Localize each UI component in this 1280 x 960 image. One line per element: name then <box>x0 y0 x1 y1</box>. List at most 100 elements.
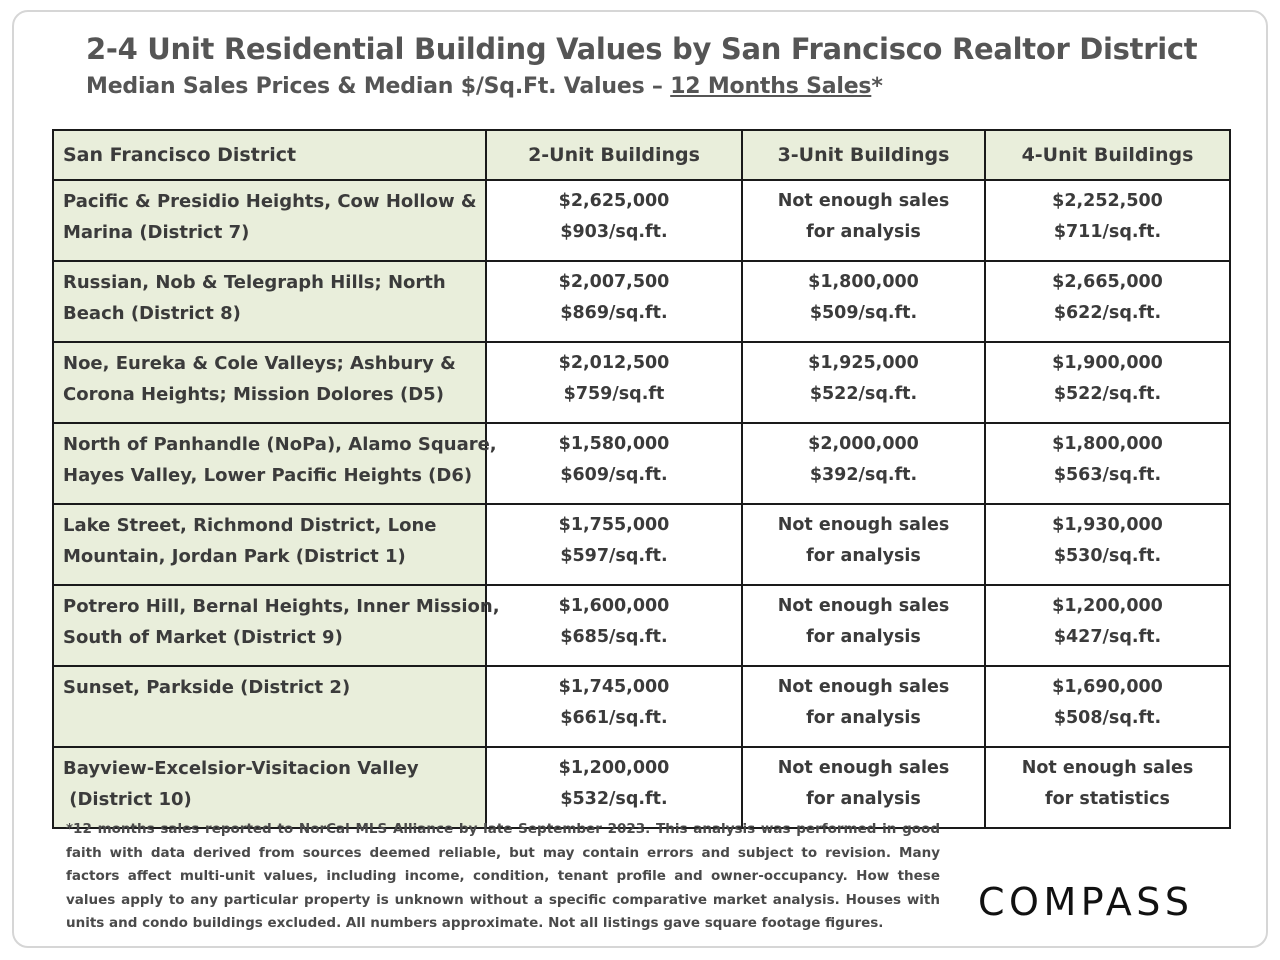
two-unit-cell-line: $2,625,000 <box>558 191 670 211</box>
two-unit-cell-line: $597/sq.ft. <box>560 546 668 566</box>
four-unit-cell-line: $563/sq.ft. <box>1053 465 1162 485</box>
three-unit-cell: Not enough sales for analysis <box>741 584 986 667</box>
two-unit-cell-line: $2,012,500 <box>558 353 670 373</box>
district-cell: North of Panhandle (NoPa), Alamo Square,… <box>52 422 497 505</box>
four-unit-cell-line: $508/sq.ft. <box>1053 708 1162 728</box>
two-unit-cell-line: $1,580,000 <box>558 434 670 454</box>
district-cell-line: North of Panhandle (NoPa), Alamo Square, <box>63 434 497 455</box>
district-cell-line: Marina (District 7) <box>63 222 250 243</box>
four-unit-cell: $1,930,000 $530/sq.ft. <box>984 503 1231 586</box>
table-row: Potrero Hill, Bernal Heights, Inner Miss… <box>52 584 1231 667</box>
three-unit-cell-line: $522/sq.ft. <box>809 384 918 404</box>
four-unit-cell-line: $1,900,000 <box>1052 353 1163 373</box>
four-unit-cell-line: Not enough sales <box>1021 758 1194 778</box>
column-header-2-unit: 2-Unit Buildings <box>485 129 743 181</box>
two-unit-cell-line: $1,745,000 <box>558 677 670 697</box>
three-unit-cell: $2,000,000 $392/sq.ft. <box>741 422 986 505</box>
district-cell-line: (District 10) <box>63 789 192 810</box>
three-unit-cell-line: $1,800,000 <box>808 272 919 292</box>
subtitle-tail: * <box>871 74 883 99</box>
three-unit-cell-line: for analysis <box>806 627 921 647</box>
two-unit-cell-line: $609/sq.ft. <box>560 465 668 485</box>
page-subtitle: Median Sales Prices & Median $/Sq.Ft. Va… <box>86 74 883 99</box>
two-unit-cell: $1,200,000 $532/sq.ft. <box>485 746 743 829</box>
subtitle-underlined: 12 Months Sales <box>670 74 872 99</box>
two-unit-cell-line: $903/sq.ft. <box>560 222 668 242</box>
district-cell-line: South of Market (District 9) <box>63 627 343 648</box>
district-cell-line: Bayview-Excelsior-Visitacion Valley <box>63 758 419 779</box>
three-unit-cell-line: for analysis <box>806 222 921 242</box>
table-row: Bayview-Excelsior-Visitacion Valley (Dis… <box>52 746 1231 829</box>
four-unit-cell-line: $1,930,000 <box>1052 515 1163 535</box>
district-cell: Potrero Hill, Bernal Heights, Inner Miss… <box>52 584 500 667</box>
compass-logo: COMPASS <box>978 876 1218 926</box>
four-unit-cell-line: $522/sq.ft. <box>1053 384 1162 404</box>
two-unit-cell-line: $1,200,000 <box>558 758 670 778</box>
district-cell-line: Pacific & Presidio Heights, Cow Hollow & <box>63 191 477 212</box>
three-unit-cell: Not enough sales for analysis <box>741 179 986 262</box>
two-unit-cell-line: $759/sq.ft <box>563 384 665 404</box>
column-header-district: San Francisco District <box>52 129 487 181</box>
table-row: Noe, Eureka & Cole Valleys; Ashbury & Cor… <box>52 341 1231 424</box>
two-unit-cell-line: $1,600,000 <box>558 596 670 616</box>
four-unit-cell-line: $1,690,000 <box>1052 677 1163 697</box>
four-unit-cell-line: $427/sq.ft. <box>1053 627 1162 647</box>
two-unit-cell-line: $2,007,500 <box>558 272 670 292</box>
four-unit-cell: $1,200,000 $427/sq.ft. <box>984 584 1231 667</box>
three-unit-cell-line: Not enough sales <box>777 596 950 616</box>
table-row: Lake Street, Richmond District, Lone Moun… <box>52 503 1231 586</box>
district-cell-line: Sunset, Parkside (District 2) <box>63 677 351 698</box>
two-unit-cell: $2,012,500 $759/sq.ft <box>485 341 743 424</box>
two-unit-cell-line: $685/sq.ft. <box>560 627 668 647</box>
footnote: *12 months sales reported to NorCal MLS … <box>66 821 940 931</box>
four-unit-cell-line: $530/sq.ft. <box>1053 546 1162 566</box>
two-unit-cell-line: $532/sq.ft. <box>560 789 668 809</box>
values-table: San Francisco District 2-Unit Buildings … <box>52 129 1231 829</box>
three-unit-cell-line: $392/sq.ft. <box>809 465 918 485</box>
three-unit-cell-line: $2,000,000 <box>808 434 919 454</box>
two-unit-cell: $2,007,500 $869/sq.ft. <box>485 260 743 343</box>
four-unit-cell-line: $2,252,500 <box>1052 191 1163 211</box>
page-title: 2-4 Unit Residential Building Values by … <box>86 32 1198 66</box>
two-unit-cell-line: $1,755,000 <box>558 515 670 535</box>
four-unit-cell: $2,665,000 $622/sq.ft. <box>984 260 1231 343</box>
four-unit-cell-line: for statistics <box>1045 789 1170 809</box>
two-unit-cell: $1,580,000 $609/sq.ft. <box>485 422 743 505</box>
table-row: Russian, Nob & Telegraph Hills; North Bea… <box>52 260 1231 343</box>
three-unit-cell-line: Not enough sales <box>777 758 950 778</box>
four-unit-cell: Not enough sales for statistics <box>984 746 1231 829</box>
district-cell-line: Hayes Valley, Lower Pacific Heights (D6) <box>63 465 473 486</box>
district-cell-line: Russian, Nob & Telegraph Hills; North <box>63 272 446 293</box>
compass-logo-graphic: COMPASS <box>978 880 1189 924</box>
district-cell: Noe, Eureka & Cole Valleys; Ashbury & Cor… <box>52 341 487 424</box>
district-cell: Sunset, Parkside (District 2) <box>52 665 487 748</box>
three-unit-cell: $1,800,000 $509/sq.ft. <box>741 260 986 343</box>
district-cell-line: Potrero Hill, Bernal Heights, Inner Miss… <box>63 596 500 617</box>
three-unit-cell: Not enough sales for analysis <box>741 503 986 586</box>
three-unit-cell-line: for analysis <box>806 789 921 809</box>
two-unit-cell-line: $661/sq.ft. <box>560 708 668 728</box>
subtitle-lead: Median Sales Prices & Median $/Sq.Ft. Va… <box>86 74 671 99</box>
three-unit-cell-line: Not enough sales <box>777 677 950 697</box>
four-unit-cell: $2,252,500 $711/sq.ft. <box>984 179 1231 262</box>
two-unit-cell: $1,600,000 $685/sq.ft. <box>485 584 743 667</box>
table-row: Sunset, Parkside (District 2) $1,745,000 $… <box>52 665 1231 748</box>
three-unit-cell: Not enough sales for analysis <box>741 746 986 829</box>
two-unit-cell: $1,755,000 $597/sq.ft. <box>485 503 743 586</box>
column-header-3-unit: 3-Unit Buildings <box>741 129 986 181</box>
two-unit-cell-line: $869/sq.ft. <box>560 303 668 323</box>
four-unit-cell: $1,900,000 $522/sq.ft. <box>984 341 1231 424</box>
two-unit-cell: $2,625,000 $903/sq.ft. <box>485 179 743 262</box>
three-unit-cell-line: for analysis <box>806 546 921 566</box>
four-unit-cell-line: $711/sq.ft. <box>1053 222 1162 242</box>
district-cell: Pacific & Presidio Heights, Cow Hollow &… <box>52 179 487 262</box>
column-header-4-unit: 4-Unit Buildings <box>984 129 1231 181</box>
three-unit-cell-line: Not enough sales <box>777 191 950 211</box>
three-unit-cell-line: $1,925,000 <box>808 353 919 373</box>
four-unit-cell-line: $2,665,000 <box>1052 272 1163 292</box>
table-row: North of Panhandle (NoPa), Alamo Square,… <box>52 422 1231 505</box>
district-cell-line: Noe, Eureka & Cole Valleys; Ashbury & <box>63 353 456 374</box>
three-unit-cell-line: for analysis <box>806 708 921 728</box>
district-cell-line: Beach (District 8) <box>63 303 241 324</box>
district-cell: Bayview-Excelsior-Visitacion Valley (Dis… <box>52 746 487 829</box>
